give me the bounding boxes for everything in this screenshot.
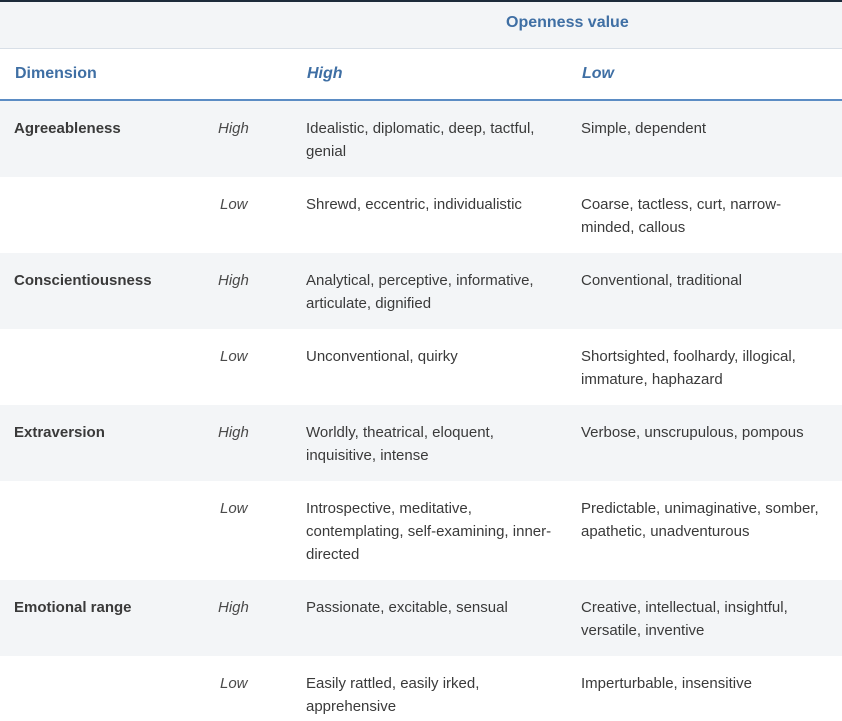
low-openness-cell: Verbose, unscrupulous, pompous <box>581 424 804 441</box>
table-row: Low Unconventional, quirky Shortsighted,… <box>0 329 842 405</box>
low-openness-cell: Shortsighted, foolhardy, illogical, imma… <box>581 348 796 388</box>
low-openness-cell: Conventional, traditional <box>581 272 742 289</box>
high-openness-cell: Introspective, meditative, contemplating… <box>306 500 552 563</box>
dimension-cell: Extraversion <box>14 424 105 441</box>
low-openness-cell: Predictable, unimaginative, somber, apat… <box>581 500 819 540</box>
high-openness-cell: Unconventional, quirky <box>306 348 458 365</box>
table-row: Agreeableness High Idealistic, diplomati… <box>0 101 842 177</box>
level-cell: High <box>218 272 249 289</box>
level-cell: Low <box>220 500 248 517</box>
level-cell: Low <box>220 348 248 365</box>
divider <box>0 48 842 49</box>
table-row: Conscientiousness High Analytical, perce… <box>0 253 842 329</box>
level-cell: Low <box>220 675 248 692</box>
top-border <box>0 0 842 2</box>
dimension-cell: Conscientiousness <box>14 272 152 289</box>
table-row: Low Introspective, meditative, contempla… <box>0 481 842 580</box>
table-row: Emotional range High Passionate, excitab… <box>0 580 842 656</box>
dimension-cell: Agreeableness <box>14 120 121 137</box>
table-row: Extraversion High Worldly, theatrical, e… <box>0 405 842 481</box>
low-openness-cell: Coarse, tactless, curt, narrow-minded, c… <box>581 196 782 236</box>
column-header-high: High <box>307 65 343 82</box>
high-openness-cell: Passionate, excitable, sensual <box>306 599 508 616</box>
header-divider <box>0 99 842 101</box>
column-header-dimension: Dimension <box>15 65 97 82</box>
high-openness-cell: Worldly, theatrical, eloquent, inquisiti… <box>306 424 494 464</box>
low-openness-cell: Simple, dependent <box>581 120 707 137</box>
column-header-row: Dimension High Low <box>0 49 842 99</box>
level-cell: High <box>218 424 249 441</box>
high-openness-cell: Easily rattled, easily irked, apprehensi… <box>306 675 480 715</box>
column-header-low: Low <box>582 65 614 82</box>
table-row: Low Easily rattled, easily irked, appreh… <box>0 656 842 721</box>
low-openness-cell: Imperturbable, insensitive <box>581 675 752 692</box>
high-openness-cell: Analytical, perceptive, informative, art… <box>306 272 534 312</box>
low-openness-cell: Creative, intellectual, insightful, vers… <box>581 599 788 639</box>
group-header-row: Openness value <box>0 2 842 48</box>
level-cell: High <box>218 599 249 616</box>
group-header-openness-value: Openness value <box>506 14 629 31</box>
dimension-cell: Emotional range <box>14 599 132 616</box>
high-openness-cell: Shrewd, eccentric, individualistic <box>306 196 522 213</box>
level-cell: Low <box>220 196 248 213</box>
high-openness-cell: Idealistic, diplomatic, deep, tactful, g… <box>306 120 535 160</box>
level-cell: High <box>218 120 249 137</box>
table-row: Low Shrewd, eccentric, individualistic C… <box>0 177 842 253</box>
